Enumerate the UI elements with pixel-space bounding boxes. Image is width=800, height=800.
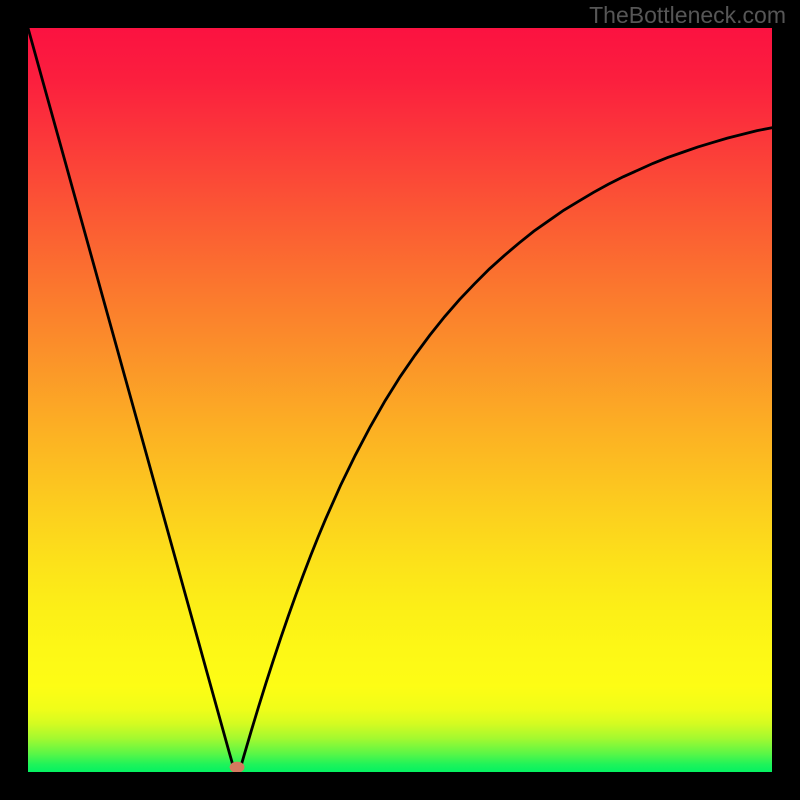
chart-container: { "watermark_text": "TheBottleneck.com",… <box>0 0 800 800</box>
watermark-text: TheBottleneck.com <box>589 2 786 29</box>
bottleneck-chart <box>0 0 800 800</box>
chart-background <box>28 28 772 772</box>
minimum-marker <box>230 762 245 773</box>
